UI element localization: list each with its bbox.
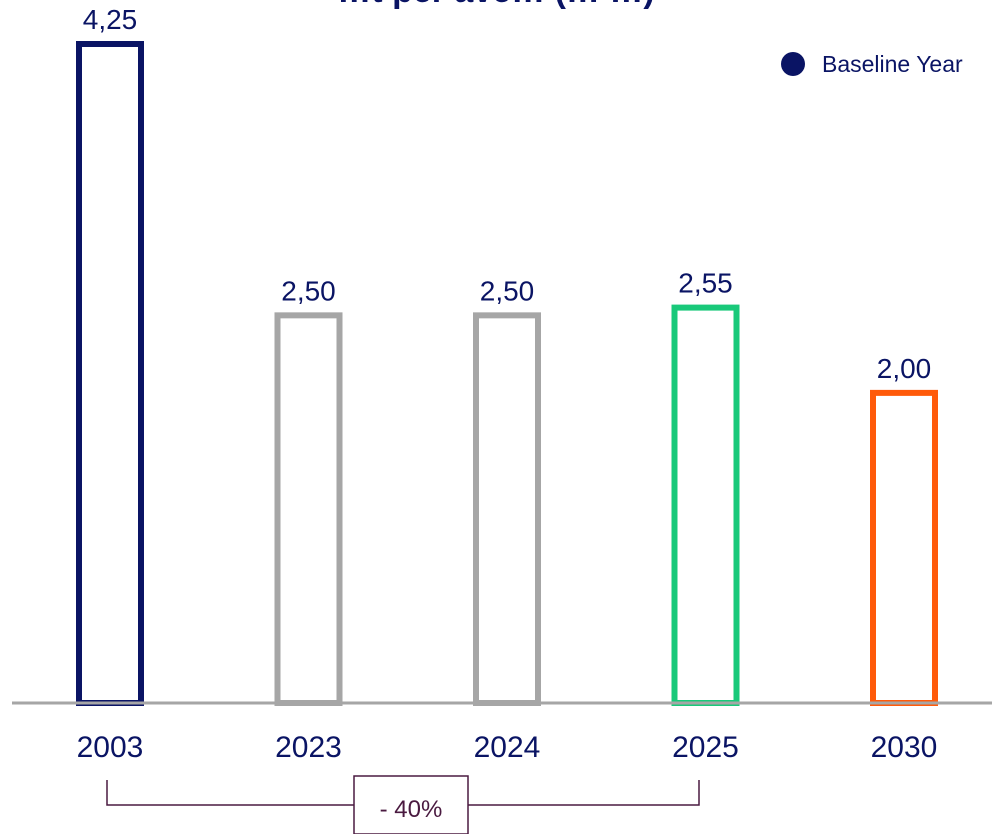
annotation-box [353,775,469,834]
value-label-2023: 2,50 [281,275,336,306]
category-label-2023: 2023 [275,731,342,764]
bar-2023 [274,312,343,706]
bars-group [76,41,938,706]
category-label-2030: 2030 [871,731,938,764]
reduction-annotation: - 40% [106,775,700,834]
category-label-2024: 2024 [474,731,541,764]
annotation-bracket [106,780,700,806]
value-labels-group: 4,25 2,50 2,50 2,55 2,00 [83,4,932,384]
chart-title: …t per ave… (… …) [337,0,654,10]
value-label-2030: 2,00 [877,353,932,384]
annotation-label: - 40% [380,796,443,823]
category-label-2003: 2003 [77,731,144,764]
value-label-2025: 2,55 [678,268,733,299]
value-label-2024: 2,50 [480,275,535,306]
bar-2024 [473,312,541,706]
category-label-2025: 2025 [672,731,739,764]
value-label-2003: 4,25 [83,4,138,35]
legend-label-baseline: Baseline Year [822,51,963,77]
bar-2003 [76,41,144,706]
bar-2025 [671,304,740,706]
legend: Baseline Year [781,51,963,77]
category-labels-group: 2003 2023 2024 2025 2030 [77,731,938,764]
legend-marker-baseline [781,52,805,76]
bar-2030 [870,389,938,706]
